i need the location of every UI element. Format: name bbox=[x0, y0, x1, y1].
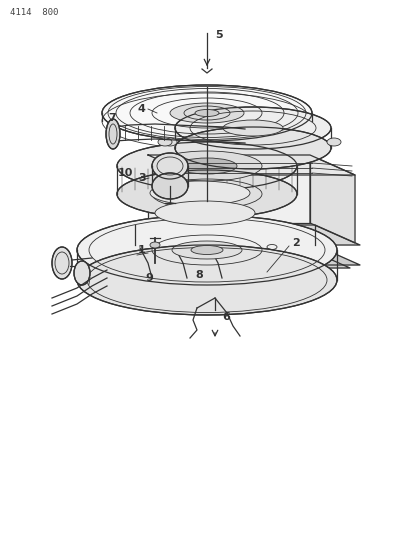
Text: i: i bbox=[88, 277, 91, 287]
Ellipse shape bbox=[152, 153, 188, 179]
Ellipse shape bbox=[102, 85, 312, 141]
Text: 4114  800: 4114 800 bbox=[10, 8, 58, 17]
Ellipse shape bbox=[77, 215, 337, 285]
Polygon shape bbox=[148, 155, 310, 223]
Text: 8: 8 bbox=[195, 270, 203, 280]
Text: 9: 9 bbox=[145, 273, 153, 283]
Ellipse shape bbox=[177, 158, 237, 174]
Ellipse shape bbox=[163, 138, 177, 146]
Ellipse shape bbox=[172, 241, 242, 259]
Ellipse shape bbox=[191, 246, 223, 254]
Polygon shape bbox=[310, 155, 355, 243]
Ellipse shape bbox=[327, 138, 341, 146]
Ellipse shape bbox=[175, 127, 331, 169]
Polygon shape bbox=[135, 225, 360, 245]
Ellipse shape bbox=[117, 170, 297, 218]
Text: 10: 10 bbox=[118, 168, 133, 178]
Ellipse shape bbox=[106, 119, 120, 149]
Ellipse shape bbox=[175, 107, 331, 149]
Ellipse shape bbox=[152, 173, 188, 199]
Text: 4: 4 bbox=[138, 104, 146, 114]
Ellipse shape bbox=[77, 245, 337, 315]
Text: 1: 1 bbox=[138, 245, 146, 255]
Ellipse shape bbox=[52, 247, 72, 279]
Text: 5: 5 bbox=[215, 30, 223, 40]
Text: 3: 3 bbox=[138, 173, 146, 183]
Polygon shape bbox=[148, 155, 355, 175]
Ellipse shape bbox=[195, 109, 219, 117]
Ellipse shape bbox=[150, 242, 160, 248]
Polygon shape bbox=[120, 248, 350, 268]
Text: 6: 6 bbox=[222, 312, 230, 322]
Ellipse shape bbox=[74, 261, 90, 285]
Text: 2: 2 bbox=[292, 238, 300, 248]
Ellipse shape bbox=[150, 181, 250, 205]
Ellipse shape bbox=[158, 138, 172, 146]
Polygon shape bbox=[135, 245, 360, 265]
Ellipse shape bbox=[170, 103, 244, 123]
Text: 7: 7 bbox=[108, 113, 116, 123]
Ellipse shape bbox=[117, 142, 297, 190]
Ellipse shape bbox=[155, 201, 255, 225]
Ellipse shape bbox=[223, 120, 283, 136]
Ellipse shape bbox=[152, 151, 262, 181]
